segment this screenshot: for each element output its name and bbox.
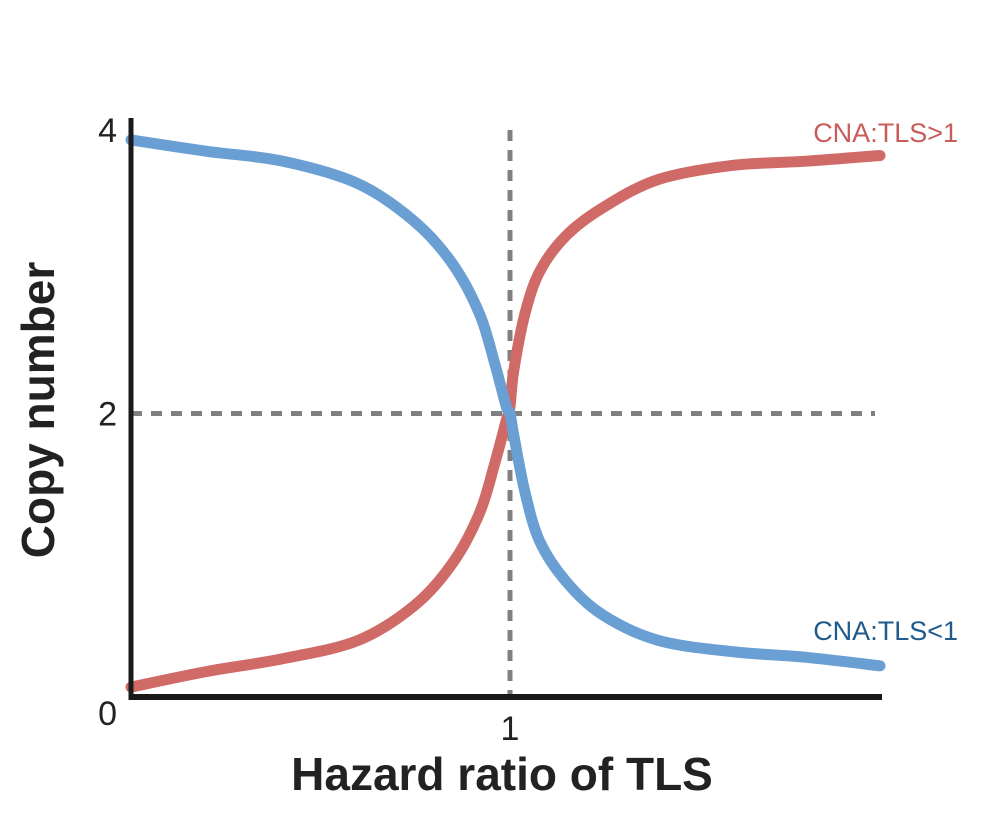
series-line-cna-tls-gt-1 — [125, 150, 886, 693]
x-tick-label: 1 — [501, 710, 520, 748]
y-tick-label: 0 — [98, 695, 117, 733]
ticks: 0 2 4 1 — [98, 112, 519, 748]
y-axis-title: Copy number — [12, 262, 64, 559]
series-line-cna-tls-lt-1 — [125, 134, 886, 672]
x-axis-title: Hazard ratio of TLS — [291, 748, 713, 800]
series-layer — [125, 134, 886, 693]
axes — [128, 118, 882, 700]
series-labels: CNA:TLS>1 CNA:TLS<1 — [813, 118, 958, 646]
y-tick-label: 4 — [98, 112, 117, 150]
series-label: CNA:TLS<1 — [813, 616, 958, 646]
series-label: CNA:TLS>1 — [813, 118, 958, 148]
y-tick-label: 2 — [98, 396, 117, 434]
